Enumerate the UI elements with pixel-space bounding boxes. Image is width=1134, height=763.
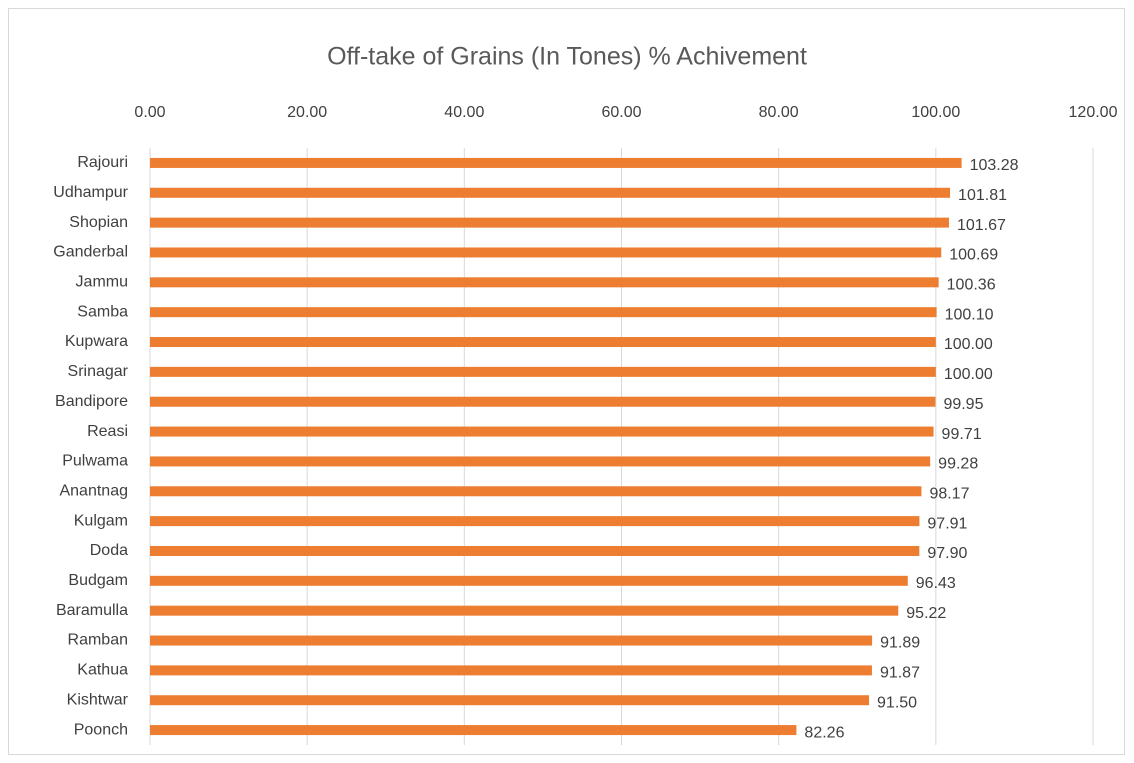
- bar: [150, 157, 962, 168]
- data-label: 97.90: [927, 545, 967, 562]
- y-tick-label: Bandipore: [55, 393, 128, 410]
- y-tick-label: Shopian: [69, 214, 128, 231]
- y-tick-label: Udhampur: [53, 184, 128, 201]
- y-tick-label: Doda: [90, 542, 128, 559]
- data-label: 99.71: [942, 426, 982, 443]
- data-label: 95.22: [906, 605, 946, 622]
- bar: [150, 337, 936, 348]
- bar: [150, 366, 936, 377]
- y-tick-label: Srinagar: [68, 363, 129, 380]
- data-label: 99.28: [938, 456, 978, 473]
- y-tick-label: Poonch: [74, 721, 128, 738]
- data-label: 97.91: [927, 515, 967, 532]
- y-tick-label: Budgam: [68, 572, 128, 589]
- data-label: 91.50: [877, 694, 917, 711]
- data-label: 100.00: [944, 366, 993, 383]
- bar: [150, 695, 870, 706]
- data-label: 91.89: [880, 635, 920, 652]
- y-tick-label: Samba: [77, 303, 128, 320]
- data-label: 100.10: [945, 306, 994, 323]
- data-label: 100.69: [949, 247, 998, 264]
- y-tick-label: Anantnag: [59, 482, 128, 499]
- bar: [150, 247, 942, 258]
- y-tick-label: Kishtwar: [67, 691, 129, 708]
- bar: [150, 545, 920, 556]
- data-label: 91.87: [880, 665, 920, 682]
- bar: [150, 725, 797, 736]
- data-label: 98.17: [929, 485, 969, 502]
- data-label: 96.43: [916, 575, 956, 592]
- bar: [150, 396, 936, 407]
- data-label: 101.81: [958, 187, 1007, 204]
- data-label: 99.95: [943, 396, 983, 413]
- chart-frame: [8, 8, 1125, 755]
- data-label: 101.67: [957, 217, 1006, 234]
- data-label: 82.26: [804, 724, 844, 741]
- y-tick-label: Ramban: [68, 632, 128, 649]
- bar: [150, 635, 873, 646]
- y-tick-label: Rajouri: [77, 154, 128, 171]
- bar: [150, 516, 920, 527]
- bar: [150, 486, 922, 497]
- data-label: 100.00: [944, 336, 993, 353]
- y-tick-label: Kulgam: [74, 512, 128, 529]
- bar: [150, 307, 937, 318]
- y-tick-label: Baramulla: [56, 602, 128, 619]
- y-tick-label: Pulwama: [62, 453, 128, 470]
- x-tick-label: 60.00: [601, 104, 641, 121]
- bar: [150, 217, 949, 228]
- y-tick-label: Kupwara: [65, 333, 128, 350]
- x-tick-label: 120.00: [1069, 104, 1118, 121]
- x-tick-label: 20.00: [287, 104, 327, 121]
- x-tick-label: 80.00: [759, 104, 799, 121]
- bar: [150, 605, 899, 616]
- x-tick-label: 0.00: [134, 104, 165, 121]
- bar: [150, 575, 908, 586]
- y-tick-label: Reasi: [87, 423, 128, 440]
- bar: [150, 665, 872, 676]
- data-label: 103.28: [970, 157, 1019, 174]
- y-tick-label: Ganderbal: [53, 244, 128, 261]
- bar: [150, 187, 951, 198]
- x-tick-label: 40.00: [444, 104, 484, 121]
- x-tick-label: 100.00: [911, 104, 960, 121]
- y-tick-label: Jammu: [76, 274, 128, 291]
- bar: [150, 426, 934, 437]
- data-label: 100.36: [947, 277, 996, 294]
- bar: [150, 277, 939, 288]
- y-tick-label: Kathua: [77, 662, 128, 679]
- chart-title: Off-take of Grains (In Tones) % Achiveme…: [327, 43, 807, 71]
- bar: [150, 456, 931, 467]
